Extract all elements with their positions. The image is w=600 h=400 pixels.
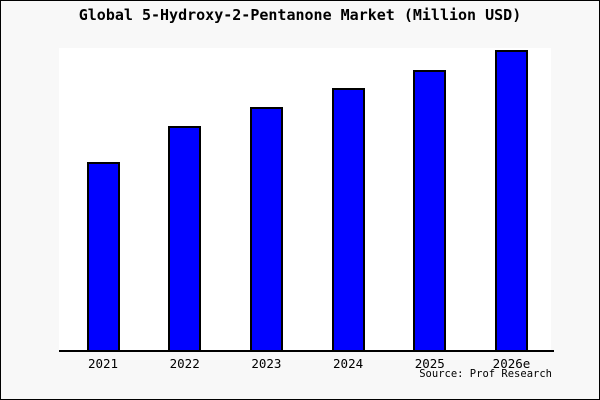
bar-2022: [168, 125, 202, 352]
bar-2024: [331, 87, 365, 352]
x-tick-label-2021: 2021: [87, 356, 119, 371]
bar-2021: [86, 161, 120, 352]
x-tick-label-2022: 2022: [169, 356, 200, 371]
x-axis-line: [59, 350, 554, 352]
x-tick-label-2025: 2025: [414, 356, 445, 371]
x-axis-labels: 2021 2022 2023 2024 2025 2026e: [59, 356, 551, 372]
bar-2023: [249, 107, 283, 352]
x-tick-label-2024: 2024: [333, 356, 364, 371]
source-label: Source: Prof Research: [419, 368, 552, 380]
bar-2026e: [495, 50, 528, 352]
plot-area: [59, 48, 554, 352]
bar-2025: [413, 69, 447, 352]
chart-title: Global 5-Hydroxy-2-Pentanone Market (Mil…: [78, 6, 522, 24]
x-tick-label-2026e: 2026e: [492, 356, 531, 371]
x-tick-label-2023: 2023: [251, 356, 282, 371]
